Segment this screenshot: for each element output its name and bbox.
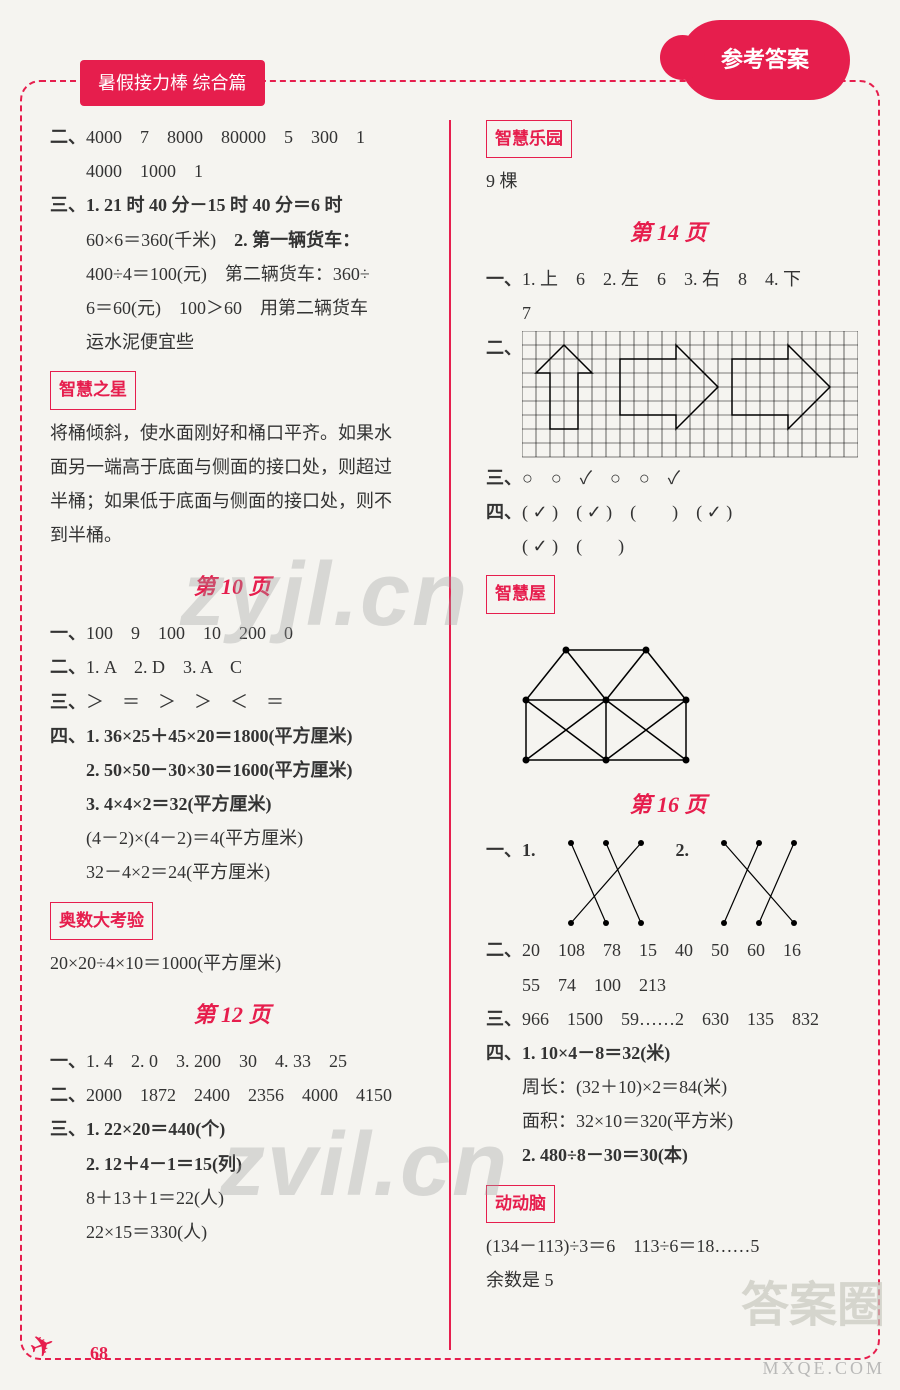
- p16-2-label: 二、: [486, 940, 522, 960]
- p10-4-3b: (4－2)×(4－2)＝4(平方厘米): [86, 821, 424, 855]
- p12-1: 1. 4 2. 0 3. 200 30 4. 33 25: [86, 1051, 347, 1071]
- ribbon-left: 暑假接力棒 综合篇: [80, 60, 265, 106]
- corner-small: MXQE.COM: [741, 1351, 885, 1385]
- p16-4-1: 1. 10×4－8＝32(米): [522, 1043, 670, 1063]
- p14-4a: ( ✓ ) ( ✓ ) ( ) ( ✓ ): [522, 502, 732, 522]
- p12-2-label: 二、: [50, 1085, 86, 1105]
- q2-label: 二、: [50, 127, 86, 147]
- box-olympiad: 奥数大考验: [50, 902, 153, 940]
- heading-p16: 第 16 页: [476, 784, 860, 826]
- cloud-right: 参考答案: [680, 20, 850, 100]
- q2-row1: 4000 7 8000 80000 5 300 1: [86, 127, 365, 147]
- p12-3-1: 1. 22×20＝440(个): [86, 1119, 225, 1139]
- p16-2a: 20 108 78 15 40 50 60 16: [522, 940, 801, 960]
- p10-2: 1. A 2. D 3. A C: [86, 657, 242, 677]
- p14-1-label: 一、: [486, 269, 522, 289]
- p16-3: 966 1500 59……2 630 135 832: [522, 1009, 819, 1029]
- right-column: 智慧乐园 9 棵 第 14 页 一、1. 上 6 2. 左 6 3. 右 8 4…: [476, 120, 860, 1350]
- header: 暑假接力棒 综合篇 参考答案: [40, 50, 860, 110]
- box-brain: 动动脑: [486, 1185, 555, 1223]
- p10-1: 100 9 100 10 200 0: [86, 623, 293, 643]
- p10-4-label: 四、: [50, 726, 86, 746]
- q3-2: 2. 第一辆货车：: [234, 230, 360, 250]
- p14-1b: 7: [522, 296, 860, 330]
- p12-2: 2000 1872 2400 2356 4000 4150: [86, 1085, 392, 1105]
- box1-t4: 到半桶。: [50, 518, 424, 552]
- p16-4-2: 2. 480÷8－30＝30(本): [522, 1138, 860, 1172]
- box1-t2: 面另一端高于底面与侧面的接口处，则超过: [50, 450, 424, 484]
- p16-3-label: 三、: [486, 1009, 522, 1029]
- q3-2b: 400÷4＝100(元) 第二辆货车：360÷: [86, 257, 424, 291]
- p10-2-label: 二、: [50, 657, 86, 677]
- p14-4b: ( ✓ ) ( ): [522, 529, 860, 563]
- p10-1-label: 一、: [50, 623, 86, 643]
- p12-1-label: 一、: [50, 1051, 86, 1071]
- box3-text: 9 棵: [486, 164, 860, 198]
- match-diagram-1: [556, 833, 676, 933]
- p16-1-1: 1.: [522, 833, 536, 867]
- p16-4-label: 四、: [486, 1043, 522, 1063]
- heading-p12: 第 12 页: [40, 994, 424, 1036]
- heading-p14: 第 14 页: [476, 212, 860, 254]
- p12-3-label: 三、: [50, 1119, 86, 1139]
- match-diagram-2: [709, 833, 829, 933]
- p14-3: ○ ○ ✓ ○ ○ ✓: [522, 468, 680, 488]
- box5-t2: 余数是 5: [486, 1263, 860, 1297]
- p16-1-2: 2.: [676, 833, 690, 867]
- box2-text: 20×20÷4×10＝1000(平方厘米): [50, 946, 424, 980]
- p10-4-2: 2. 50×50－30×30＝1600(平方厘米): [86, 753, 424, 787]
- q3-label: 三、: [50, 195, 86, 215]
- p12-3-2: 2. 12＋4－1＝15(列): [86, 1147, 424, 1181]
- p16-4-1c: 面积：32×10＝320(平方米): [522, 1104, 860, 1138]
- box1-t1: 将桶倾斜，使水面刚好和桶口平齐。如果水: [50, 416, 424, 450]
- q3-1b: 60×6＝360(千米): [86, 230, 216, 250]
- p10-4-3: 3. 4×4×2＝32(平方厘米): [86, 787, 424, 821]
- q3-2c: 6＝60(元) 100＞60 用第二辆货车: [86, 291, 424, 325]
- heading-p10: 第 10 页: [40, 566, 424, 608]
- house-diagram: [506, 620, 726, 770]
- p10-3: ＞ ＝ ＞ ＞ ＜ ＝: [86, 692, 284, 712]
- q3-1: 1. 21 时 40 分－15 时 40 分＝6 时: [86, 195, 343, 215]
- p14-1: 1. 上 6 2. 左 6 3. 右 8 4. 下: [522, 269, 801, 289]
- p10-4-1: 1. 36×25＋45×20＝1800(平方厘米): [86, 726, 353, 746]
- box1-t3: 半桶；如果低于底面与侧面的接口处，则不: [50, 484, 424, 518]
- p14-2-label: 二、: [486, 331, 522, 365]
- p14-3-label: 三、: [486, 468, 522, 488]
- left-column: 二、4000 7 8000 80000 5 300 1 4000 1000 1 …: [40, 120, 424, 1350]
- q3-2d: 运水泥便宜些: [86, 325, 424, 359]
- q2-row2: 4000 1000 1: [86, 154, 424, 188]
- p10-4-3c: 32－4×2＝24(平方厘米): [86, 855, 424, 889]
- p16-4-1b: 周长：(32＋10)×2＝84(米): [522, 1070, 860, 1104]
- p16-2b: 55 74 100 213: [522, 968, 860, 1002]
- box-wisdom-star: 智慧之星: [50, 371, 136, 409]
- box-wisdom-house: 智慧屋: [486, 575, 555, 613]
- grid-diagram: [522, 331, 858, 461]
- column-divider: [449, 120, 451, 1350]
- p10-3-label: 三、: [50, 692, 86, 712]
- p14-4-label: 四、: [486, 502, 522, 522]
- page-number: 68: [90, 1336, 108, 1370]
- p12-3-2b: 8＋13＋1＝22(人): [86, 1181, 424, 1215]
- p16-1-label: 一、: [486, 833, 522, 867]
- p12-3-2c: 22×15＝330(人): [86, 1215, 424, 1249]
- box-wisdom-park: 智慧乐园: [486, 120, 572, 158]
- box5-t1: (134－113)÷3＝6 113÷6＝18……5: [486, 1229, 860, 1263]
